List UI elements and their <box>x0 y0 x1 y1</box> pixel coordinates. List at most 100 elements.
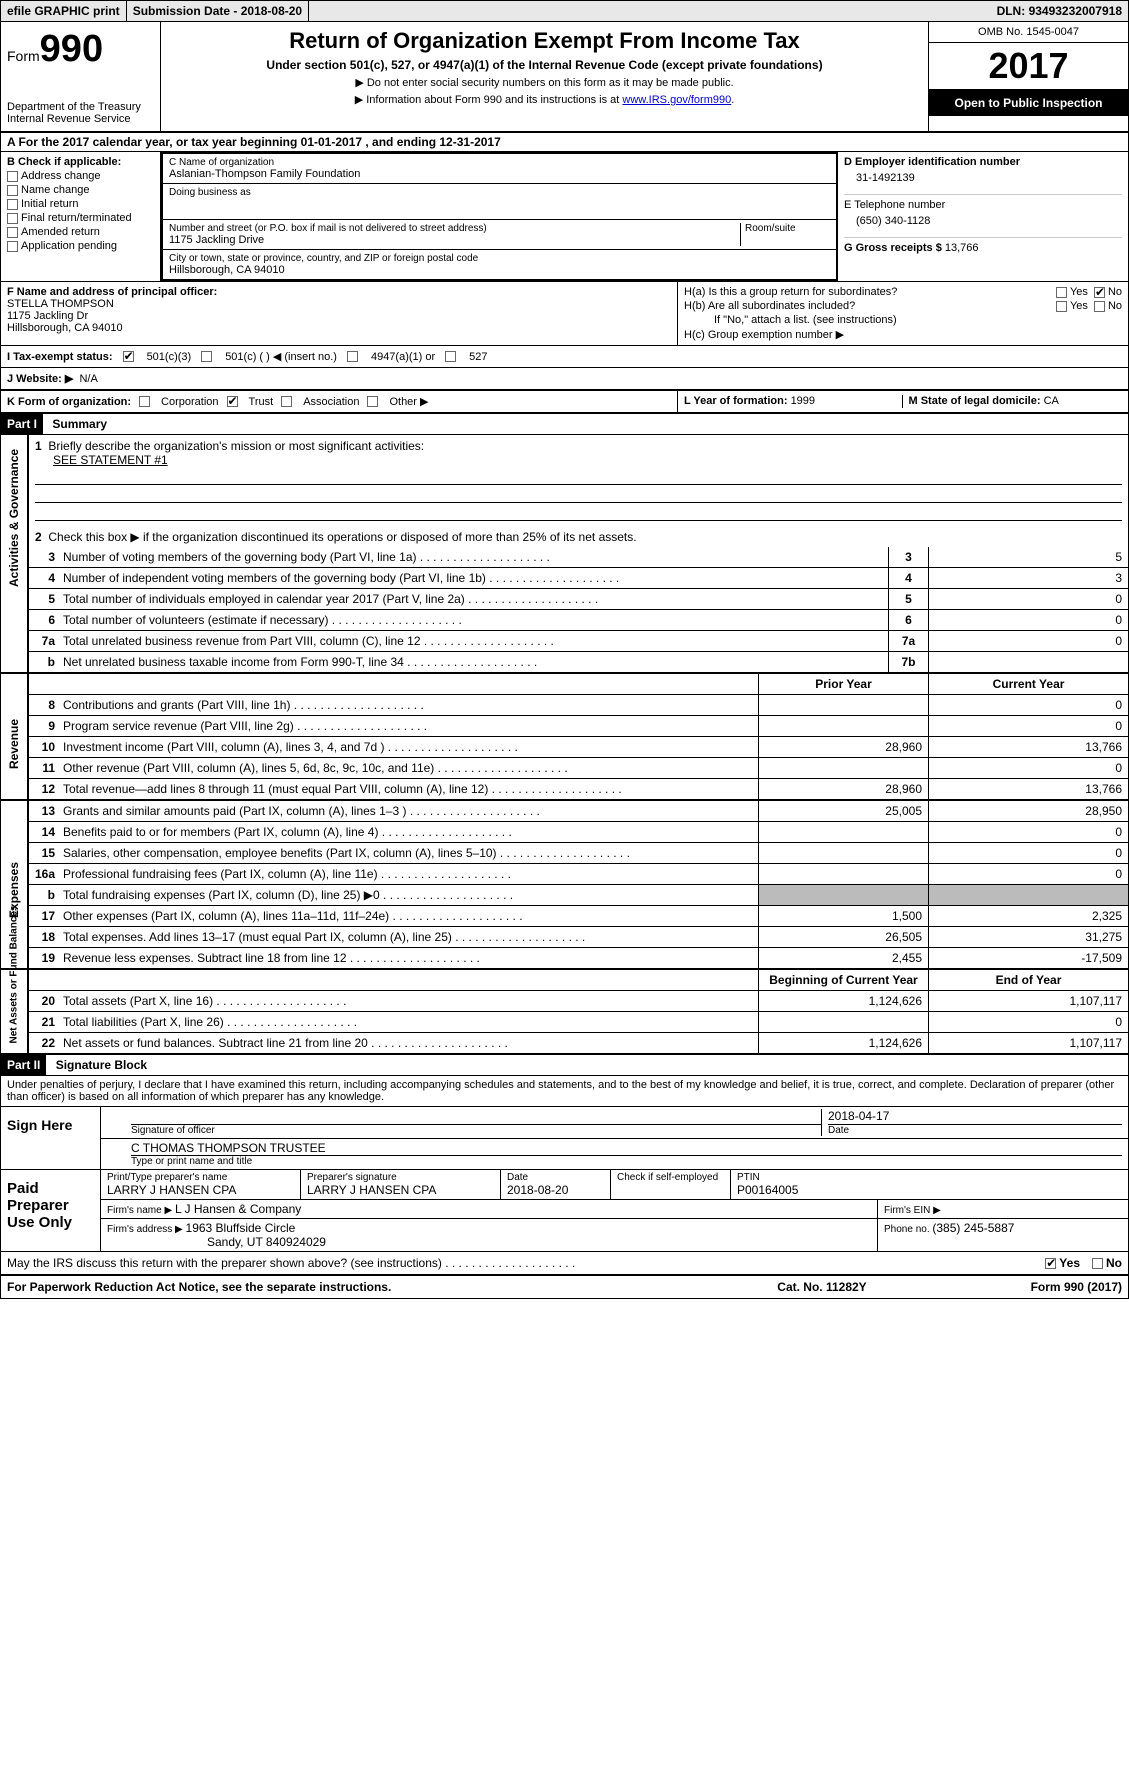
chk-527[interactable] <box>445 351 456 362</box>
netassets-section: Net Assets or Fund Balances Beginning of… <box>1 970 1128 1055</box>
firm-name: L J Hansen & Company <box>175 1202 301 1216</box>
city-state-zip: Hillsborough, CA 94010 <box>169 264 830 276</box>
chk-assoc[interactable] <box>281 396 292 407</box>
chk-other[interactable] <box>367 396 378 407</box>
box-i-row: I Tax-exempt status: 501(c)(3) 501(c) ( … <box>1 346 1128 368</box>
line-9: 9 Program service revenue (Part VIII, li… <box>29 716 1128 737</box>
chk-app-pending[interactable] <box>7 241 18 252</box>
mission-statement: SEE STATEMENT #1 <box>35 453 168 467</box>
discuss-row: May the IRS discuss this return with the… <box>1 1252 1128 1276</box>
chk-hb-yes[interactable] <box>1056 301 1067 312</box>
line-14: 14 Benefits paid to or for members (Part… <box>29 822 1128 843</box>
page-footer: For Paperwork Reduction Act Notice, see … <box>1 1276 1128 1298</box>
line-17: 17 Other expenses (Part IX, column (A), … <box>29 906 1128 927</box>
state-domicile: CA <box>1044 395 1059 407</box>
irs-link[interactable]: www.IRS.gov/form990 <box>622 94 731 106</box>
officer-print-name: C THOMAS THOMPSON TRUSTEE <box>131 1141 1122 1156</box>
section-a: A For the 2017 calendar year, or tax yea… <box>1 133 1128 152</box>
tax-year: 2017 <box>929 43 1128 90</box>
line-18: 18 Total expenses. Add lines 13–17 (must… <box>29 927 1128 948</box>
sign-here-block: Sign Here Signature of officer 2018-04-1… <box>1 1107 1128 1170</box>
boxes-fh-row: F Name and address of principal officer:… <box>1 282 1128 346</box>
street-address: 1175 Jackling Drive <box>169 234 740 246</box>
side-revenue: Revenue <box>7 718 21 770</box>
revenue-section: Revenue Prior Year Current Year 8 Contri… <box>1 674 1128 801</box>
year-formation: 1999 <box>791 395 815 407</box>
form-header: Form990 Department of the Treasury Inter… <box>1 22 1128 133</box>
chk-ha-no[interactable] <box>1094 287 1105 298</box>
box-b: B Check if applicable: Address change Na… <box>1 152 161 281</box>
line-4: 4 Number of independent voting members o… <box>29 568 1128 589</box>
box-h: H(a) Is this a group return for subordin… <box>678 282 1128 345</box>
line-11: 11 Other revenue (Part VIII, column (A),… <box>29 758 1128 779</box>
governance-section: Activities & Governance 1 Briefly descri… <box>1 435 1128 674</box>
side-governance: Activities & Governance <box>7 535 21 587</box>
phone: (650) 340-1128 <box>844 211 1122 237</box>
line-19: 19 Revenue less expenses. Subtract line … <box>29 948 1128 968</box>
line-16a: 16a Professional fundraising fees (Part … <box>29 864 1128 885</box>
dept-label: Department of the Treasury <box>7 101 154 113</box>
chk-corp[interactable] <box>139 396 150 407</box>
line-15: 15 Salaries, other compensation, employe… <box>29 843 1128 864</box>
chk-discuss-no[interactable] <box>1092 1258 1103 1269</box>
boxes-deg: D Employer identification number 31-1492… <box>838 152 1128 281</box>
chk-ha-yes[interactable] <box>1056 287 1067 298</box>
line-5: 5 Total number of individuals employed i… <box>29 589 1128 610</box>
chk-name-change[interactable] <box>7 185 18 196</box>
chk-amended[interactable] <box>7 227 18 238</box>
org-name: Aslanian-Thompson Family Foundation <box>169 168 830 180</box>
omb-number: OMB No. 1545-0047 <box>929 22 1128 43</box>
chk-initial-return[interactable] <box>7 199 18 210</box>
chk-discuss-yes[interactable] <box>1045 1258 1056 1269</box>
preparer-date: 2018-08-20 <box>507 1183 604 1197</box>
side-netassets: Net Assets or Fund Balances <box>9 991 20 1043</box>
header-right: OMB No. 1545-0047 2017 Open to Public In… <box>928 22 1128 131</box>
form-990-page: efile GRAPHIC print Submission Date - 20… <box>0 0 1129 1299</box>
open-inspection: Open to Public Inspection <box>929 90 1128 116</box>
firm-phone: (385) 245-5887 <box>932 1221 1014 1235</box>
line-b: b Total fundraising expenses (Part IX, c… <box>29 885 1128 906</box>
instr-1: ▶ Do not enter social security numbers o… <box>167 76 922 89</box>
boxes-bcd-row: B Check if applicable: Address change Na… <box>1 152 1128 282</box>
line-3: 3 Number of voting members of the govern… <box>29 547 1128 568</box>
box-c: C Name of organization Aslanian-Thompson… <box>161 152 838 281</box>
part-2-header: Part II Signature Block <box>1 1055 1128 1076</box>
chk-501c3[interactable] <box>123 351 134 362</box>
header-left: Form990 Department of the Treasury Inter… <box>1 22 161 131</box>
ein: 31-1492139 <box>844 168 1122 194</box>
perjury-statement: Under penalties of perjury, I declare th… <box>1 1076 1128 1107</box>
sign-date: 2018-04-17 <box>828 1109 1122 1125</box>
dln: DLN: 93493232007918 <box>309 1 1128 21</box>
officer-name: STELLA THOMPSON <box>7 298 114 310</box>
box-f: F Name and address of principal officer:… <box>1 282 678 345</box>
firm-address: 1963 Bluffside Circle <box>186 1221 296 1235</box>
chk-trust[interactable] <box>227 396 238 407</box>
chk-address-change[interactable] <box>7 171 18 182</box>
line-12: 12 Total revenue—add lines 8 through 11 … <box>29 779 1128 799</box>
line-8: 8 Contributions and grants (Part VIII, l… <box>29 695 1128 716</box>
form-label: Form 990 (2017) <box>922 1280 1122 1294</box>
box-j-row: J Website: ▶ N/A <box>1 368 1128 391</box>
header-title-block: Return of Organization Exempt From Incom… <box>161 22 928 131</box>
website: N/A <box>79 373 97 385</box>
line-20: 20 Total assets (Part X, line 16) 1,124,… <box>29 991 1128 1012</box>
top-bar: efile GRAPHIC print Submission Date - 20… <box>1 1 1128 22</box>
chk-hb-no[interactable] <box>1094 301 1105 312</box>
form-title: Return of Organization Exempt From Incom… <box>167 28 922 54</box>
irs-label: Internal Revenue Service <box>7 113 154 125</box>
efile-label: efile GRAPHIC print <box>1 1 127 21</box>
ptin: P00164005 <box>737 1183 1122 1197</box>
part-1-header: Part I Summary <box>1 414 1128 435</box>
paid-preparer-block: Paid Preparer Use Only Print/Type prepar… <box>1 1170 1128 1252</box>
line-10: 10 Investment income (Part VIII, column … <box>29 737 1128 758</box>
line-6: 6 Total number of volunteers (estimate i… <box>29 610 1128 631</box>
box-klm-row: K Form of organization: Corporation Trus… <box>1 391 1128 414</box>
line-b: b Net unrelated business taxable income … <box>29 652 1128 672</box>
submission-date: Submission Date - 2018-08-20 <box>127 1 309 21</box>
chk-final-return[interactable] <box>7 213 18 224</box>
line-22: 22 Net assets or fund balances. Subtract… <box>29 1033 1128 1053</box>
line-21: 21 Total liabilities (Part X, line 26) 0 <box>29 1012 1128 1033</box>
preparer-name: LARRY J HANSEN CPA <box>107 1183 294 1197</box>
chk-4947[interactable] <box>347 351 358 362</box>
chk-501c[interactable] <box>201 351 212 362</box>
